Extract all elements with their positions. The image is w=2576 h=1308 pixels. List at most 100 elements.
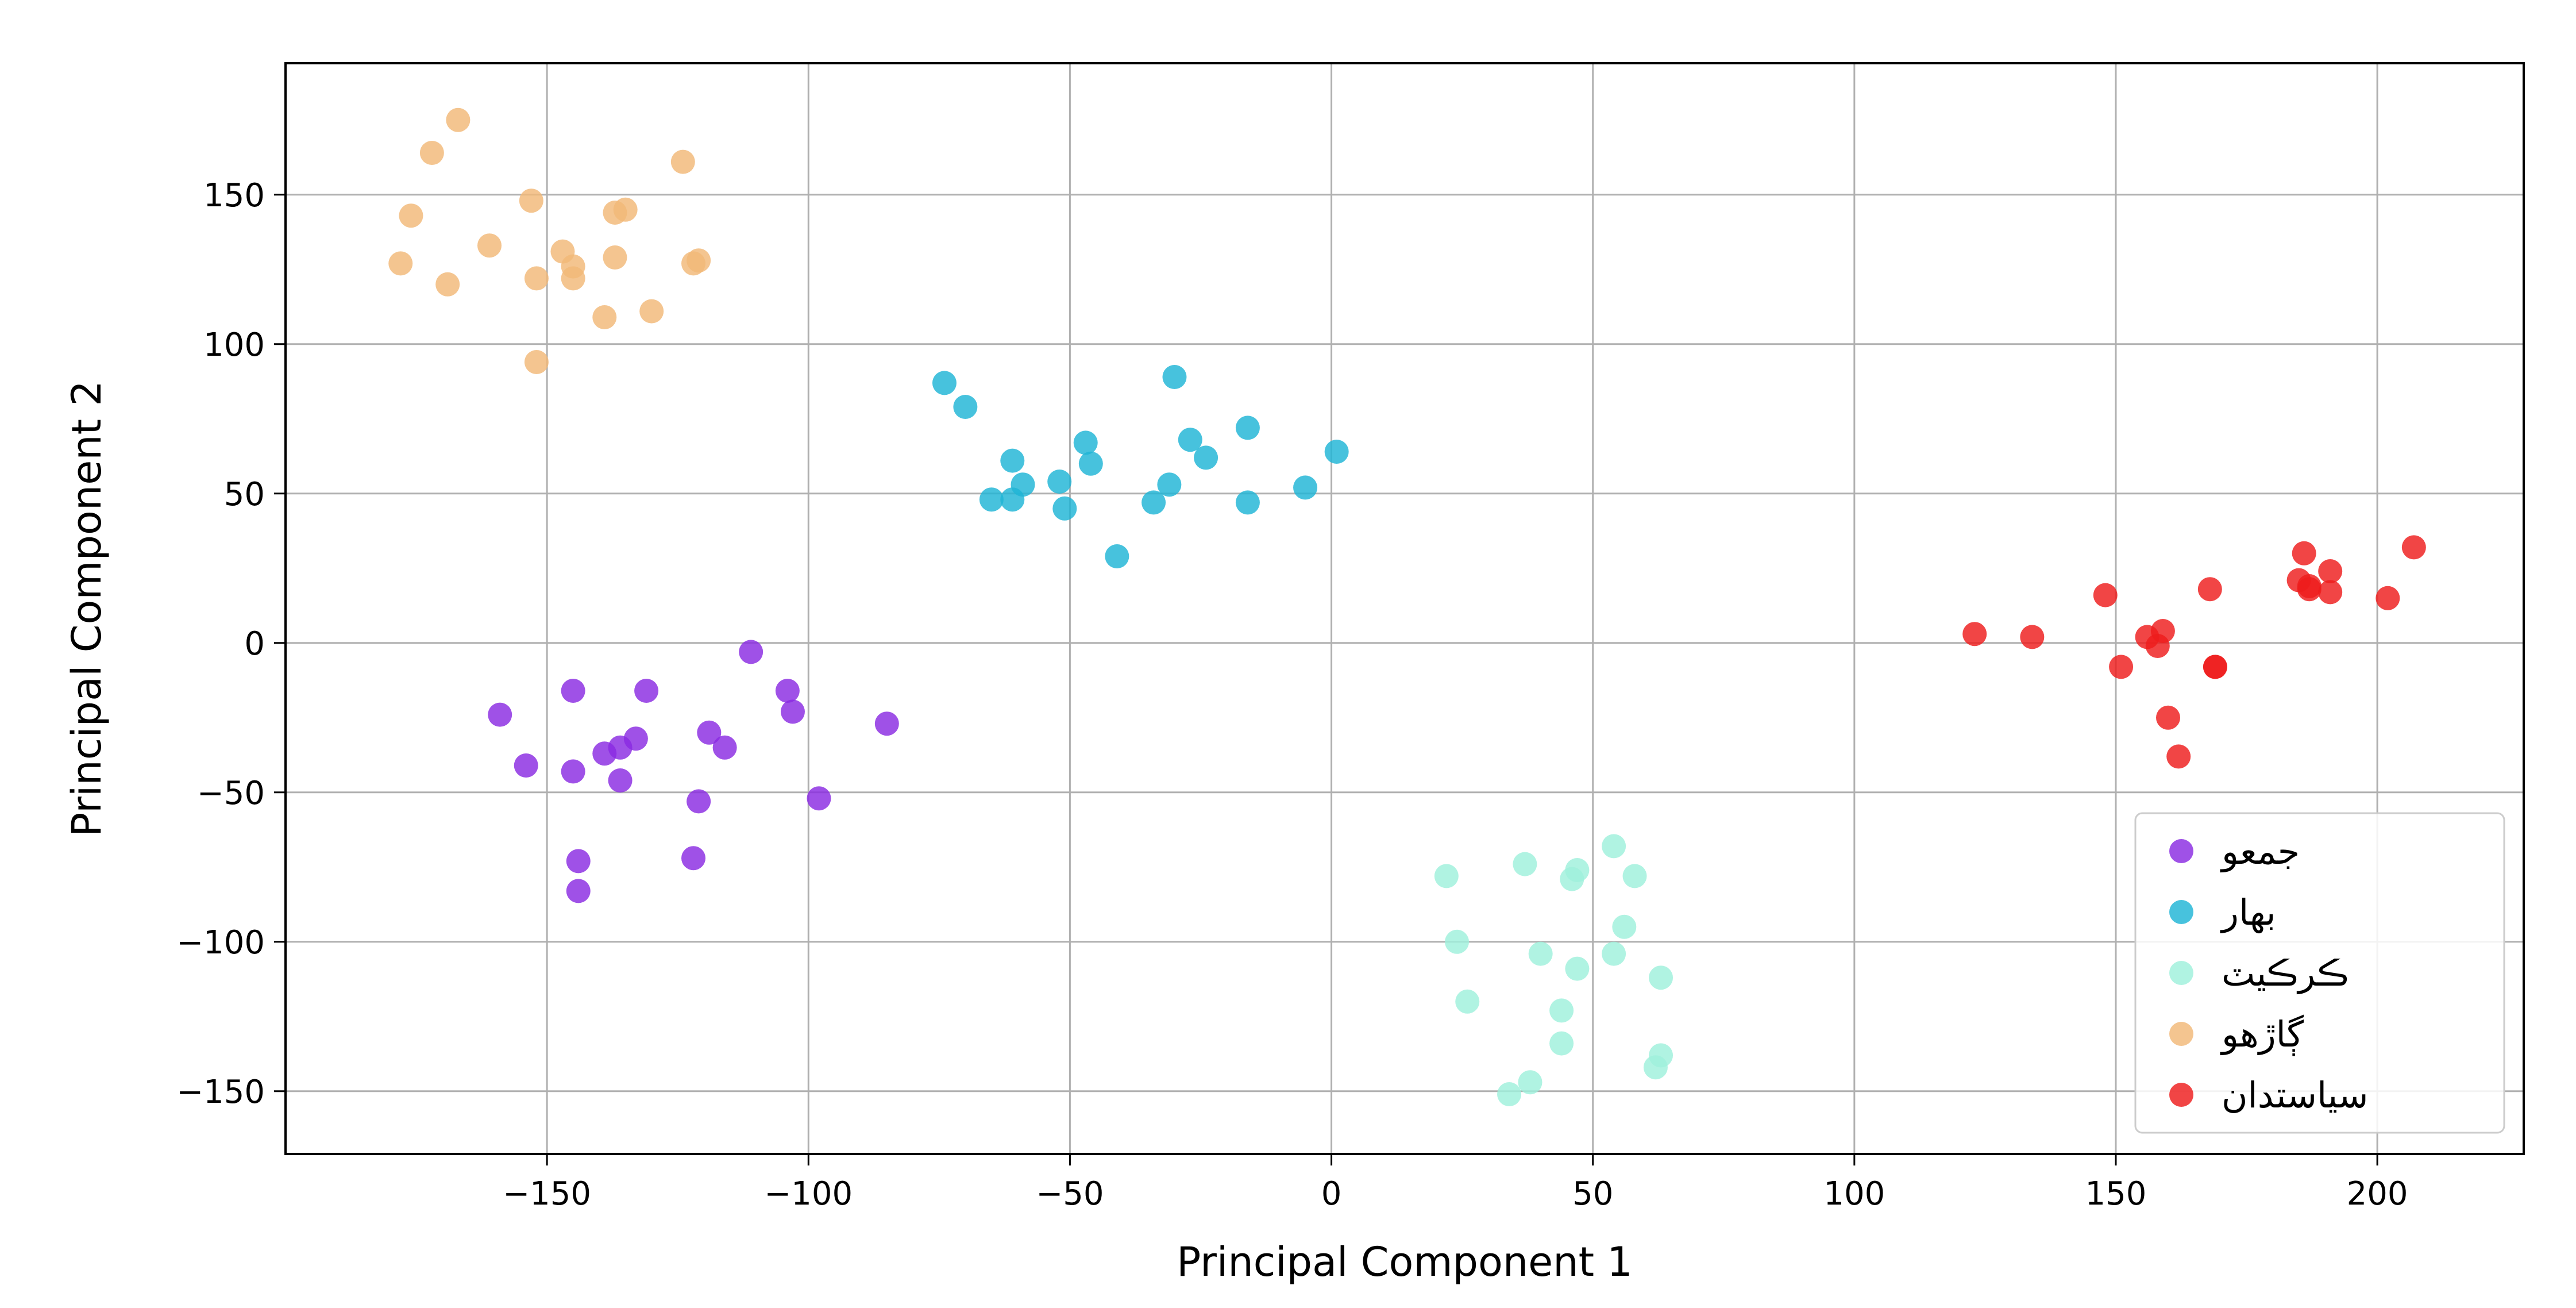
data-point (687, 248, 711, 273)
data-point (603, 245, 627, 270)
data-point (1649, 1043, 1673, 1068)
data-point (1962, 622, 1987, 647)
data-point (2376, 586, 2400, 610)
legend-entry: بهار (2220, 891, 2276, 934)
data-point (566, 849, 591, 874)
x-tick-label: 200 (2347, 1175, 2408, 1213)
data-point (1000, 448, 1025, 473)
data-point (739, 640, 763, 664)
data-point (1549, 998, 1574, 1023)
data-point (1513, 852, 1537, 876)
data-point (1235, 416, 1260, 440)
legend-marker (2169, 1083, 2193, 1107)
data-point (477, 233, 502, 258)
legend-marker (2169, 900, 2193, 924)
data-point (1612, 914, 1637, 939)
data-point (1445, 929, 1470, 954)
data-point (561, 254, 585, 279)
data-point (399, 203, 423, 228)
data-point (1497, 1082, 1522, 1106)
data-point (613, 197, 638, 222)
legend-entry: ڪرڪيٽ (2222, 952, 2349, 994)
data-points (388, 107, 2426, 1106)
data-point (1162, 365, 1187, 389)
data-point (2203, 655, 2227, 679)
series-3 (1434, 834, 1673, 1106)
data-point (1622, 864, 1647, 888)
data-point (2156, 705, 2181, 730)
y-tick-label: 150 (203, 177, 265, 214)
y-tick-label: −50 (197, 775, 265, 812)
data-point (1602, 834, 1626, 859)
legend-marker (2169, 961, 2193, 985)
data-point (1434, 864, 1459, 888)
data-point (1565, 956, 1590, 981)
axis-ticks: −150 −100 −50 0 50 100 150 200 −150 −100 −50 0 50 100… (176, 177, 2408, 1213)
data-point (780, 699, 805, 724)
y-tick-label: −100 (176, 924, 265, 961)
data-point (2197, 577, 2222, 602)
data-point (697, 720, 722, 745)
data-point (561, 759, 585, 784)
data-point (1528, 941, 1553, 966)
data-point (1194, 445, 1218, 470)
legend-entry: ڳاڙهو (2220, 1013, 2304, 1056)
y-axis-label: Principal Component 2 (63, 380, 110, 837)
data-point (2150, 619, 2175, 643)
data-point (1078, 451, 1103, 476)
data-point (639, 299, 664, 324)
series-2 (932, 365, 1349, 568)
data-point (1052, 496, 1077, 521)
data-point (623, 726, 648, 751)
data-point (687, 789, 711, 814)
data-point (979, 487, 1004, 512)
data-point (1235, 490, 1260, 515)
legend-marker (2169, 1022, 2193, 1046)
data-point (670, 149, 695, 174)
data-point (1073, 430, 1098, 455)
data-point (1011, 472, 1035, 497)
data-point (1142, 490, 1166, 515)
data-point (1602, 941, 1626, 966)
data-point (1324, 440, 1349, 464)
data-point (2020, 625, 2045, 649)
data-point (2401, 535, 2426, 560)
x-tick-label: 150 (2085, 1175, 2147, 1213)
x-tick-label: 100 (1823, 1175, 1885, 1213)
legend: جمعو بهار ڪرڪيٽ ڳاڙهو سياستدان (2134, 812, 2505, 1134)
data-point (775, 679, 800, 703)
y-tick-label: 100 (203, 326, 265, 364)
data-point (419, 141, 444, 165)
series-4 (388, 107, 711, 374)
x-tick-label: −100 (764, 1175, 853, 1213)
data-point (2109, 655, 2134, 679)
data-point (1105, 544, 1129, 568)
data-point (2318, 580, 2343, 605)
x-tick-label: 0 (1321, 1175, 1342, 1213)
plot-frame (284, 62, 2525, 1155)
x-axis-label: Principal Component 1 (1177, 1238, 1633, 1286)
data-point (807, 786, 831, 811)
data-point (388, 251, 413, 276)
y-tick-label: 0 (244, 625, 265, 663)
data-point (608, 768, 633, 793)
legend-marker (2169, 839, 2193, 863)
legend-box (2134, 812, 2505, 1134)
data-point (592, 305, 617, 329)
data-point (2093, 583, 2118, 607)
data-point (953, 395, 978, 419)
series-5 (1962, 535, 2426, 769)
data-point (488, 702, 512, 727)
data-point (519, 188, 543, 213)
legend-entry: سياستدان (2222, 1074, 2369, 1116)
data-point (1047, 470, 1072, 494)
data-point (874, 711, 899, 736)
data-point (1565, 858, 1590, 882)
series-1 (488, 640, 899, 903)
legend-entry: جمعو (2220, 830, 2300, 872)
data-point (2297, 574, 2322, 598)
data-point (1518, 1070, 1542, 1095)
data-point (561, 679, 585, 703)
data-point (1293, 475, 1318, 500)
